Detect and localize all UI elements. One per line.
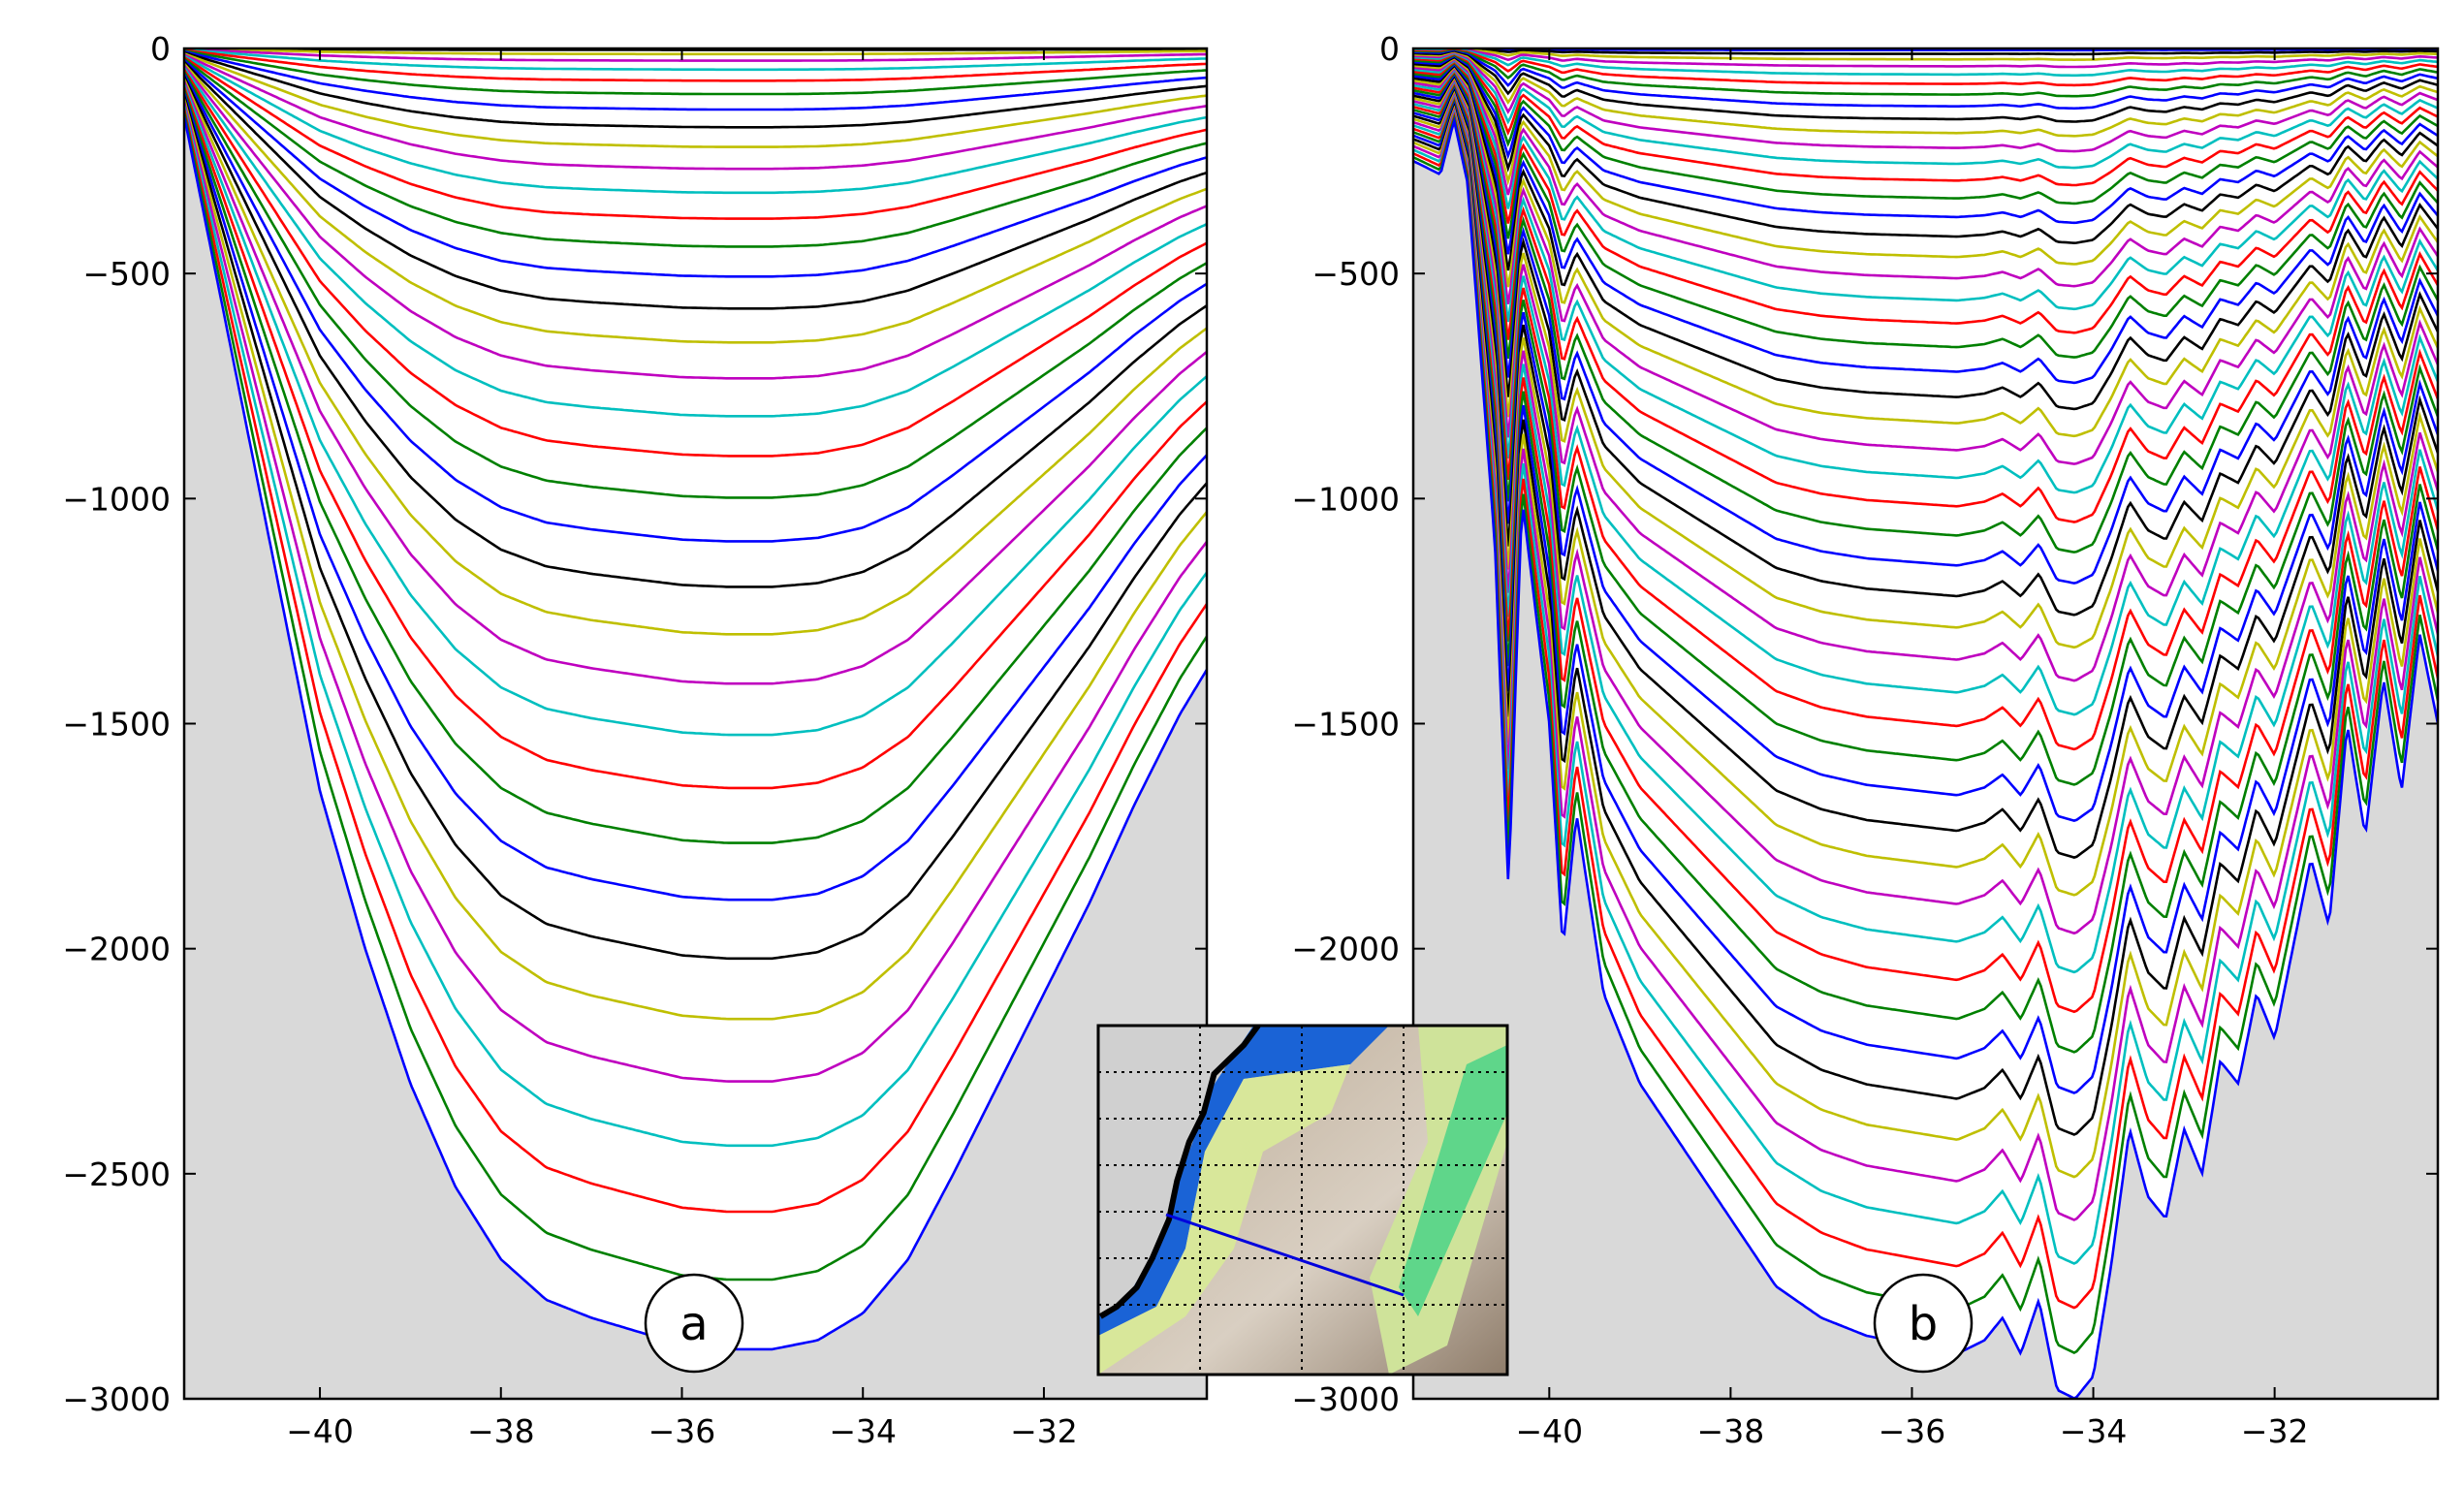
inset-map [1098, 1026, 1507, 1375]
x-tick-label: −38 [467, 1412, 535, 1450]
y-tick-label: −1000 [1291, 480, 1400, 518]
panel-label: b [1909, 1297, 1938, 1351]
x-tick-label: −38 [1697, 1412, 1765, 1450]
y-tick-label: −500 [1311, 255, 1400, 293]
y-tick-label: −3000 [1291, 1380, 1400, 1418]
y-tick-label: 0 [150, 30, 171, 68]
panel-label: a [679, 1297, 708, 1351]
y-tick-label: −2000 [1291, 931, 1400, 968]
x-tick-label: −32 [2241, 1412, 2309, 1450]
y-tick-label: −2500 [62, 1155, 171, 1193]
y-tick-label: −3000 [62, 1380, 171, 1418]
y-tick-label: −500 [82, 255, 171, 293]
x-tick-label: −34 [2060, 1412, 2128, 1450]
panel-a-section-chart: −40 −38 −36 −34 −32 0 −500 −1000 −1500 −2000 −2500… [62, 30, 1207, 1450]
x-tick-label: −32 [1010, 1412, 1078, 1450]
y-tick-label: −1000 [62, 480, 171, 518]
x-tick-label: −34 [829, 1412, 897, 1450]
y-tick-label: 0 [1379, 30, 1400, 68]
y-tick-label: −2000 [62, 931, 171, 968]
y-tick-label: −1500 [62, 706, 171, 744]
x-tick-label: −36 [648, 1412, 716, 1450]
y-tick-label: −1500 [1291, 706, 1400, 744]
x-tick-label: −40 [1515, 1412, 1583, 1450]
inset-content [1098, 1026, 1507, 1375]
x-tick-label: −36 [1879, 1412, 1946, 1450]
x-tick-label: −40 [286, 1412, 354, 1450]
